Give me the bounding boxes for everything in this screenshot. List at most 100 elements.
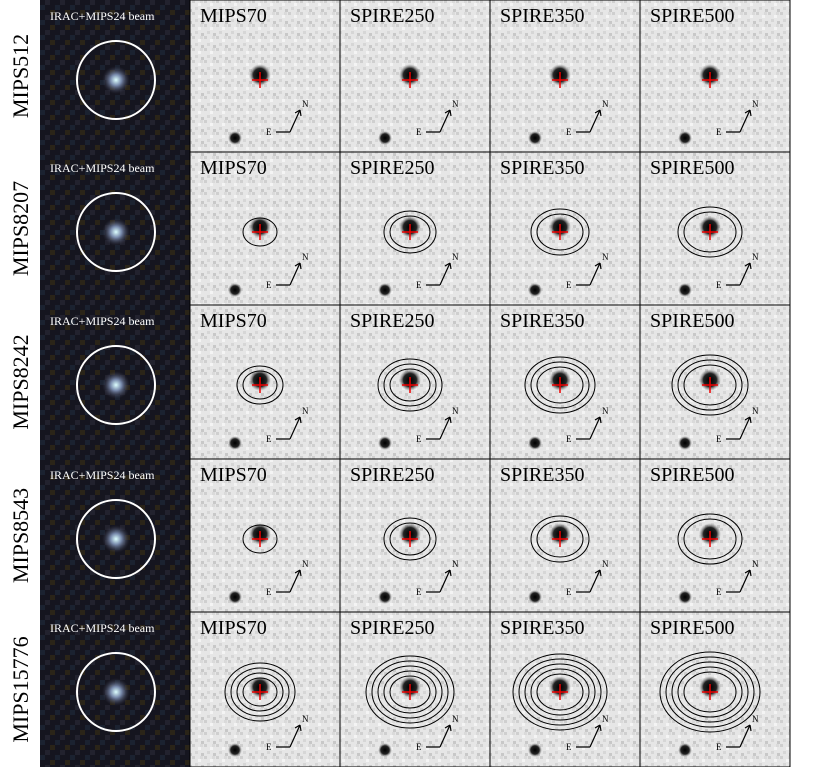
compass <box>726 262 752 286</box>
panel-label: SPIRE350 <box>500 310 584 332</box>
panel-label: SPIRE250 <box>350 310 434 332</box>
compass-north: N <box>452 406 459 416</box>
position-cross <box>402 72 418 88</box>
contour <box>659 651 761 733</box>
compass <box>726 569 752 593</box>
compass-north: N <box>602 99 609 109</box>
panel: SPIRE350 N E <box>489 151 641 306</box>
contour <box>389 368 431 402</box>
beam-circle <box>76 192 156 272</box>
neighbor <box>678 590 692 604</box>
compass-east: E <box>266 127 272 137</box>
contour <box>377 358 443 412</box>
compass-east: E <box>266 280 272 290</box>
compass-east: E <box>716 742 722 752</box>
contour <box>530 515 590 563</box>
position-cross <box>252 684 268 700</box>
panel-label: SPIRE500 <box>650 464 734 486</box>
neighbor <box>228 131 242 145</box>
panel-label: SPIRE250 <box>350 157 434 179</box>
compass <box>426 569 452 593</box>
panel-label: IRAC+MIPS24 beam <box>50 621 155 635</box>
panel: IRAC+MIPS24 beam <box>40 152 190 305</box>
panel: SPIRE350 N E <box>489 304 641 460</box>
position-cross <box>252 377 268 393</box>
compass-north: N <box>302 252 309 262</box>
neighbor <box>678 131 692 145</box>
compass <box>426 416 452 440</box>
neighbor <box>528 743 542 757</box>
contour <box>683 518 737 560</box>
panel: SPIRE500 N E <box>639 611 791 767</box>
compass-north: N <box>452 559 459 569</box>
compass-north: N <box>302 406 309 416</box>
compass-north: N <box>752 559 759 569</box>
compass-east: E <box>566 742 572 752</box>
contour <box>536 366 584 404</box>
compass-north: N <box>602 714 609 724</box>
compass-east: E <box>266 742 272 752</box>
contour <box>683 671 737 713</box>
compass-east: E <box>266 587 272 597</box>
panel: MIPS70 N E <box>189 304 341 460</box>
panel-label: SPIRE500 <box>650 157 734 179</box>
contour <box>242 524 278 554</box>
position-cross <box>702 72 718 88</box>
position-cross <box>402 377 418 393</box>
compass-east: E <box>416 434 422 444</box>
contour <box>530 361 590 409</box>
neighbor <box>528 131 542 145</box>
panel-label: SPIRE250 <box>350 464 434 486</box>
neighbor <box>678 283 692 297</box>
contour <box>671 661 749 723</box>
panel-label: SPIRE500 <box>650 310 734 332</box>
position-cross <box>702 684 718 700</box>
contour <box>383 363 437 407</box>
row-label: MIPS512 <box>8 34 33 118</box>
compass-north: N <box>452 252 459 262</box>
contour <box>371 660 449 724</box>
contour <box>389 675 431 709</box>
contour <box>530 208 590 256</box>
contour <box>383 670 437 714</box>
position-cross <box>552 684 568 700</box>
compass-east: E <box>416 127 422 137</box>
contour <box>665 656 755 728</box>
compass <box>276 416 302 440</box>
compass-north: N <box>302 99 309 109</box>
neighbor <box>228 590 242 604</box>
compass <box>726 109 752 133</box>
contour <box>683 364 737 406</box>
panel-label: MIPS70 <box>200 464 267 486</box>
compass <box>726 724 752 748</box>
compass-north: N <box>752 252 759 262</box>
contour <box>536 213 584 251</box>
source <box>102 371 130 399</box>
panel: SPIRE350 N E <box>489 611 641 767</box>
compass-east: E <box>266 434 272 444</box>
compass <box>426 724 452 748</box>
compass <box>576 724 602 748</box>
panel-label: SPIRE250 <box>350 617 434 639</box>
panel: SPIRE500 N E <box>639 458 791 613</box>
compass-east: E <box>716 280 722 290</box>
compass-north: N <box>752 99 759 109</box>
compass <box>276 569 302 593</box>
compass-north: N <box>602 252 609 262</box>
neighbor <box>378 283 392 297</box>
panel: MIPS70 N E <box>189 458 341 613</box>
panel-label: SPIRE350 <box>500 617 584 639</box>
neighbor <box>678 436 692 450</box>
compass <box>426 109 452 133</box>
neighbor <box>378 436 392 450</box>
panel-label: MIPS70 <box>200 310 267 332</box>
position-cross <box>252 224 268 240</box>
compass <box>576 109 602 133</box>
contour <box>389 215 431 249</box>
neighbor <box>528 590 542 604</box>
compass-east: E <box>566 587 572 597</box>
neighbor <box>228 743 242 757</box>
compass <box>576 262 602 286</box>
compass-north: N <box>302 559 309 569</box>
contour <box>242 217 278 247</box>
